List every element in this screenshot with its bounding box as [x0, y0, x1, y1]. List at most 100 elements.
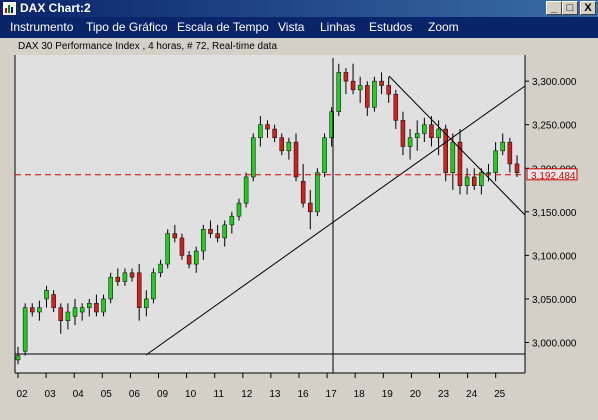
candle-down: [279, 137, 285, 152]
x-tick-label: 11: [214, 389, 225, 400]
candle-up: [479, 172, 484, 186]
candle-down: [507, 141, 513, 165]
y-tick-label: 3,000.000: [532, 339, 577, 350]
candle-down: [208, 228, 213, 234]
candle-down: [115, 276, 121, 282]
candle-up: [329, 111, 334, 139]
candle-up: [436, 128, 441, 139]
candle-up: [336, 72, 342, 112]
candle-down: [400, 120, 406, 147]
candle-down: [58, 307, 64, 321]
x-tick-label: 24: [466, 389, 478, 400]
falling-trend-line: [388, 75, 526, 216]
candle-down: [514, 163, 520, 173]
y-axis: 3,300.0003,250.0003,200.0003,150.0003,10…: [525, 77, 577, 350]
candle-down: [293, 141, 299, 178]
candle-down: [186, 255, 192, 265]
x-tick-label: 12: [241, 389, 253, 400]
candle-up: [258, 124, 263, 139]
candle-up: [493, 150, 498, 173]
plot-area: [15, 55, 525, 373]
candle-down: [350, 80, 356, 91]
y-tick-label: 3,100.000: [532, 251, 577, 262]
menu-zoom[interactable]: Zoom: [428, 20, 459, 34]
x-tick-label: 19: [382, 389, 394, 400]
candle-up: [486, 172, 491, 174]
candle-up: [108, 276, 113, 300]
candle-up: [144, 298, 149, 308]
candle-up: [165, 233, 170, 265]
candle-down: [343, 72, 349, 82]
candle-up: [72, 307, 78, 317]
candle-up: [87, 303, 92, 308]
candle-down: [300, 181, 306, 204]
x-tick-label: 10: [185, 389, 197, 400]
menu-estudos[interactable]: Estudos: [369, 20, 413, 34]
menu-tipo-de-grafico[interactable]: Tipo de Gráfico: [86, 20, 168, 34]
trend-lines: [15, 58, 526, 373]
candle-down: [136, 272, 142, 308]
candle-up: [15, 355, 21, 361]
candle-down: [215, 233, 220, 239]
x-tick-label: 05: [101, 389, 113, 400]
x-tick-label: 23: [438, 389, 450, 400]
candle-up: [201, 228, 206, 252]
candle-down: [443, 128, 448, 173]
x-tick-label: 03: [45, 389, 57, 400]
x-tick-label: 17: [326, 389, 338, 400]
x-tick-label: 09: [157, 389, 169, 400]
x-tick-label: 04: [73, 389, 85, 400]
chart-app-icon: [3, 2, 16, 15]
menu-linhas[interactable]: Linhas: [320, 20, 356, 34]
menu-instrumento[interactable]: Instrumento: [10, 20, 74, 34]
candle-up: [407, 137, 413, 147]
candle-up: [243, 176, 249, 204]
candle-up: [151, 272, 156, 300]
candle-up: [37, 307, 42, 313]
close-button[interactable]: X: [580, 1, 596, 15]
candle-down: [179, 237, 185, 256]
x-tick-label: 16: [297, 389, 309, 400]
candle-up: [222, 224, 227, 239]
candle-down: [30, 307, 35, 313]
candle-down: [379, 80, 384, 86]
candle-up: [229, 215, 235, 226]
candle-up: [372, 80, 377, 108]
candle-down: [308, 202, 313, 213]
candle-up: [422, 124, 427, 134]
candle-down: [129, 272, 135, 278]
minimize-button[interactable]: _: [546, 1, 562, 15]
candle-down: [265, 124, 270, 130]
x-tick-label: 20: [410, 389, 422, 400]
candle-up: [464, 176, 470, 186]
menu-escala-de-tempo[interactable]: Escala de Tempo: [177, 20, 269, 34]
y-tick-label: 3,150.000: [532, 208, 577, 219]
candle-down: [94, 303, 99, 313]
candle-up: [500, 141, 505, 152]
chart-title: DAX 30 Performance Index , 4 horas, # 72…: [18, 41, 278, 52]
x-axis: 02 03 04 05 06 09 10 11 12 13 16 17 18 19 20 23 24 25: [16, 373, 506, 400]
menu-vista[interactable]: Vista: [278, 20, 305, 34]
candle-up: [122, 272, 128, 282]
x-tick-label: 13: [269, 389, 281, 400]
candle-up: [286, 141, 292, 152]
candle-up: [450, 141, 456, 173]
x-tick-label: 06: [129, 389, 141, 400]
candle-up: [322, 137, 327, 173]
y-tick-label: 3,250.000: [532, 121, 577, 132]
candle-up: [414, 133, 420, 139]
maximize-button[interactable]: □: [562, 1, 578, 15]
candle-up: [22, 307, 28, 352]
candle-down: [272, 128, 277, 139]
candle-down: [471, 176, 477, 186]
candles: [15, 63, 520, 365]
candle-down: [51, 294, 56, 308]
candle-up: [65, 311, 71, 321]
title-bar: DAX Chart:2 _ □ X: [0, 0, 598, 17]
candle-up: [44, 289, 49, 300]
rising-trend-line: [145, 85, 526, 356]
candle-down: [393, 93, 399, 121]
y-tick-label: 3,300.000: [532, 77, 577, 88]
menu-bar: Instrumento Tipo de Gráfico Escala de Te…: [0, 17, 598, 38]
